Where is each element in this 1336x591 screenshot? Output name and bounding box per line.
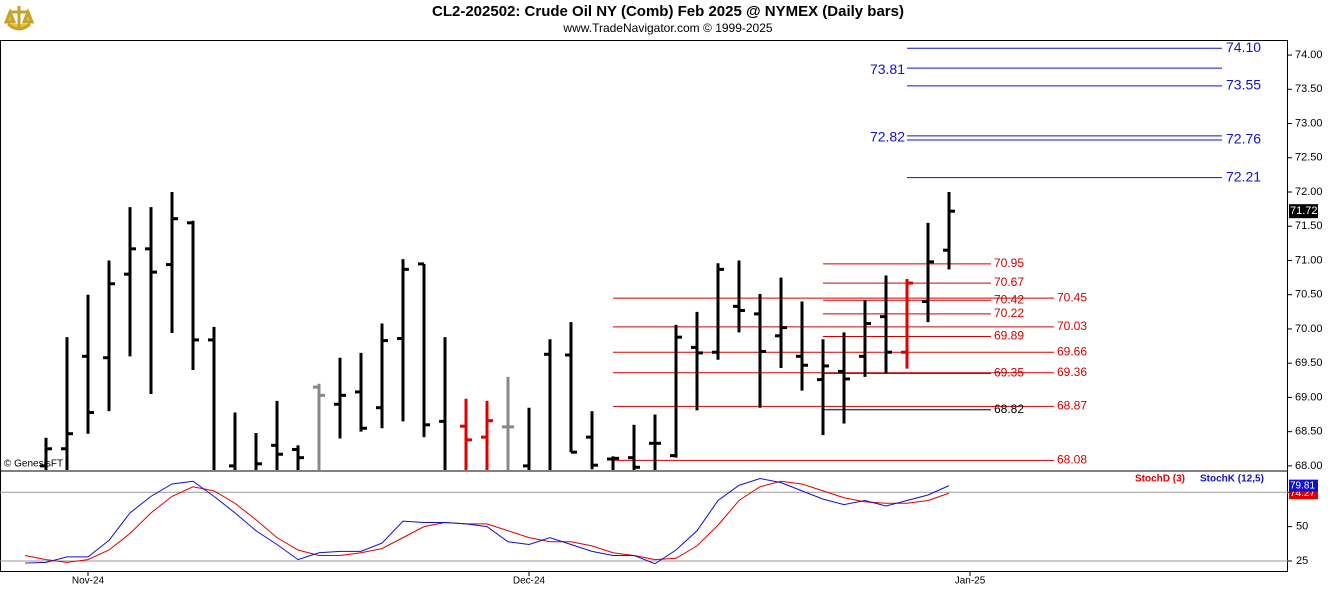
stoch-panel: [0, 477, 1288, 565]
x-tick-label: Jan-25: [955, 576, 986, 587]
y-tick-label: 50: [1296, 521, 1308, 533]
axes: 68.00 68.50 69.00 69.50 70.00 70.50 71.00 71.50…: [72, 39, 1323, 587]
level-label: 70.67: [994, 275, 1024, 289]
level-label: 69.35: [994, 366, 1024, 380]
level-label: 72.76: [1226, 131, 1261, 147]
legend-entry: StochD (3): [1135, 474, 1185, 485]
level-label: 73.81: [870, 61, 905, 77]
y-tick-label: 69.50: [1295, 357, 1323, 369]
level-label: 68.82: [994, 402, 1024, 416]
y-tick-label: 70.50: [1295, 289, 1323, 301]
x-tick-label: Dec-24: [513, 576, 546, 587]
y-tick-label: 71.00: [1295, 254, 1323, 266]
level-label: 70.22: [994, 306, 1024, 320]
last-value-label: 79.81: [1290, 480, 1315, 491]
level-label: 70.45: [1057, 290, 1087, 304]
y-tick-label: 68.50: [1295, 426, 1323, 438]
level-label: 70.42: [994, 292, 1024, 306]
level-label: 68.08: [1057, 453, 1087, 467]
x-tick-label: Nov-24: [72, 576, 105, 587]
y-tick-label: 73.00: [1295, 117, 1323, 129]
y-tick-label: 72.50: [1295, 152, 1323, 164]
level-label: 69.36: [1057, 365, 1087, 379]
y-tick-label: 71.50: [1295, 220, 1323, 232]
y-tick-label: 72.00: [1295, 186, 1323, 198]
level-label: 70.95: [994, 256, 1024, 270]
price-panel: [40, 47, 1222, 470]
level-label: 69.89: [994, 329, 1024, 343]
legend-entry: StochK (12,5): [1200, 474, 1264, 485]
y-tick-label: 69.00: [1295, 391, 1323, 403]
credit: © GenesisFT: [4, 459, 63, 470]
chart-subtitle: www.TradeNavigator.com © 1999-2025: [562, 21, 772, 35]
level-label: 69.66: [1057, 344, 1087, 358]
last-value-label: 74.27: [1290, 488, 1315, 499]
last-price-label: 71.72: [1290, 205, 1318, 217]
y-tick-label: 68.00: [1295, 460, 1323, 472]
last-price-box: [1289, 204, 1318, 219]
level-label: 73.55: [1226, 77, 1261, 93]
level-label: 72.82: [870, 129, 905, 145]
stoch-line: [24, 477, 950, 565]
level-label: 68.87: [1057, 398, 1087, 412]
logo: [3, 4, 35, 34]
chart-title: CL2-202502: Crude Oil NY (Comb) Feb 2025…: [432, 3, 904, 20]
plot-frame: [0, 40, 1288, 572]
stoch-line: [24, 480, 950, 563]
last-value-box: [1289, 479, 1318, 492]
y-tick-label: 25: [1296, 555, 1308, 567]
y-tick-label: 74.00: [1295, 49, 1323, 61]
y-tick-label: 70.00: [1295, 323, 1323, 335]
level-label: 72.21: [1226, 168, 1261, 184]
level-label: 70.03: [1057, 319, 1087, 333]
level-label: 74.10: [1226, 39, 1261, 55]
y-tick-label: 73.50: [1295, 83, 1323, 95]
